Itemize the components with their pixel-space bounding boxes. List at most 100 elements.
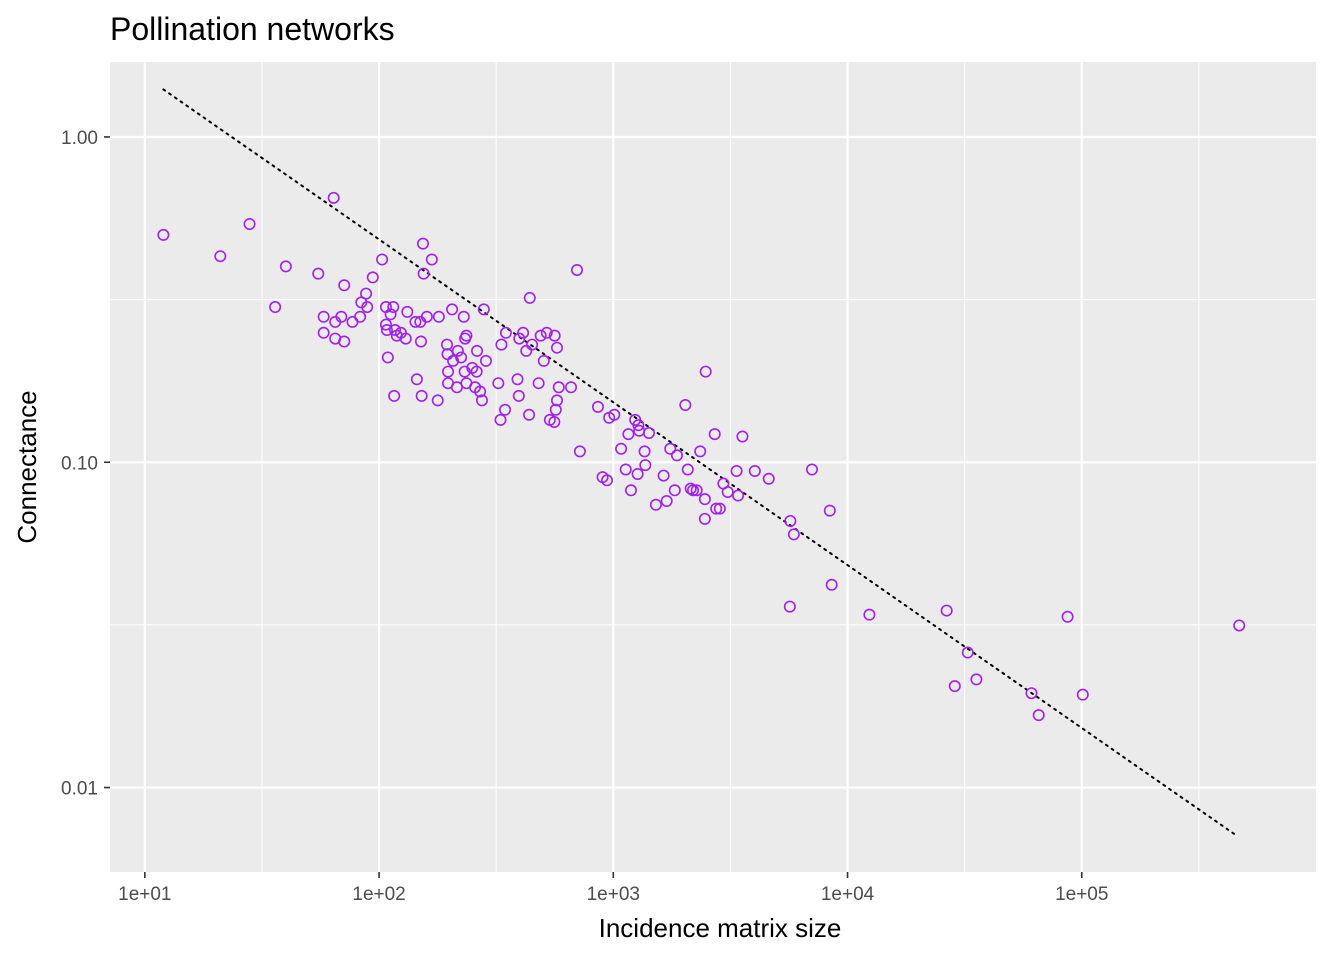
data-point: [748, 464, 761, 477]
data-point: [657, 469, 670, 482]
data-point: [970, 673, 983, 686]
y-tick-label: 0.01: [61, 779, 98, 800]
data-point: [432, 310, 445, 323]
data-point: [417, 267, 430, 280]
data-point: [687, 484, 700, 497]
data-point: [414, 335, 427, 348]
data-point: [458, 365, 471, 378]
data-point: [619, 463, 632, 476]
plot-panel: [110, 62, 1316, 872]
x-tick-label: 1e+01: [118, 884, 171, 905]
data-point: [354, 310, 367, 323]
data-point: [863, 608, 876, 621]
data-point: [622, 428, 635, 441]
data-point: [608, 408, 621, 421]
data-point: [805, 463, 818, 476]
y-tick-label: 0.10: [61, 453, 98, 474]
data-point: [338, 279, 351, 292]
axes: 1e+01 1e+02 1e+03 1e+04 1e+05 0.01 0.10 1.00: [61, 128, 1108, 905]
data-point: [548, 415, 561, 428]
y-axis-title: Connectance: [12, 390, 42, 543]
data-point: [1061, 610, 1074, 623]
data-point: [376, 253, 389, 266]
data-point: [410, 373, 423, 386]
data-point: [399, 332, 412, 345]
data-point: [684, 482, 697, 495]
data-point: [312, 267, 325, 280]
data-point: [548, 329, 561, 342]
data-point: [732, 489, 745, 502]
data-point: [565, 381, 578, 394]
data-point: [670, 449, 683, 462]
data-point: [708, 428, 721, 441]
data-point: [338, 335, 351, 348]
data-point: [532, 377, 545, 390]
data-point: [415, 389, 428, 402]
data-point: [401, 305, 414, 318]
data-point: [784, 514, 797, 527]
data-point: [387, 301, 400, 314]
data-point: [642, 427, 655, 440]
data-point: [511, 373, 524, 386]
data-point: [477, 303, 490, 316]
data-point: [457, 310, 470, 323]
data-point: [441, 338, 454, 351]
data-point: [317, 326, 330, 339]
data-point: [361, 301, 374, 314]
data-point: [660, 495, 673, 508]
data-point: [591, 400, 604, 413]
x-tick-label: 1e+05: [1055, 884, 1108, 905]
data-point: [631, 468, 644, 481]
data-point: [762, 472, 775, 485]
grid-lines: [110, 62, 1316, 872]
trend-line-group: [162, 88, 1239, 837]
data-point: [649, 498, 662, 511]
data-point: [730, 464, 743, 477]
chart-title: Pollination networks: [110, 11, 395, 47]
y-tick-label: 1.00: [61, 128, 98, 149]
data-point: [571, 263, 584, 276]
data-point: [214, 250, 227, 263]
data-point: [495, 338, 508, 351]
trend-line: [162, 88, 1239, 837]
data-points: [157, 191, 1246, 722]
data-point: [492, 377, 505, 390]
data-point: [243, 218, 256, 231]
data-point: [961, 646, 974, 659]
data-point: [783, 600, 796, 613]
data-point: [549, 403, 562, 416]
data-point: [526, 338, 539, 351]
data-point: [479, 354, 492, 367]
x-tick-label: 1e+02: [352, 884, 405, 905]
data-point: [940, 604, 953, 617]
data-point: [380, 324, 393, 337]
data-point: [279, 260, 292, 273]
data-point: [366, 271, 379, 284]
data-point: [721, 486, 734, 499]
data-point: [1025, 687, 1038, 700]
data-point: [668, 484, 681, 497]
data-point: [638, 445, 651, 458]
data-point: [360, 287, 373, 300]
data-point: [601, 474, 614, 487]
data-point: [736, 430, 749, 443]
data-point: [681, 463, 694, 476]
data-point: [157, 228, 170, 241]
data-point: [615, 442, 628, 455]
data-point: [825, 578, 838, 591]
data-point: [499, 326, 512, 339]
data-point: [446, 303, 459, 316]
data-point: [494, 413, 507, 426]
data-point: [698, 512, 711, 525]
data-point: [317, 310, 330, 323]
data-point: [540, 326, 553, 339]
x-axis-title: Incidence matrix size: [599, 913, 842, 943]
data-point: [420, 310, 433, 323]
data-point: [679, 398, 692, 411]
data-point: [699, 365, 712, 378]
data-point: [713, 502, 726, 515]
data-point: [823, 504, 836, 517]
data-point: [388, 389, 401, 402]
